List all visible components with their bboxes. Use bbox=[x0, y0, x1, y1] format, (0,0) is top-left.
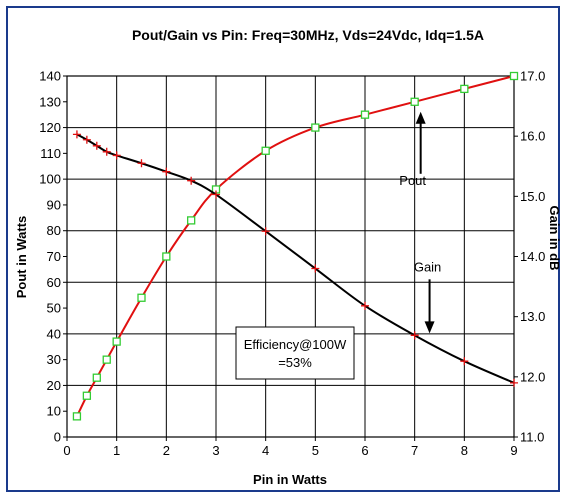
y-left-tick-label: 20 bbox=[47, 378, 61, 393]
x-tick-label: 4 bbox=[262, 443, 269, 458]
x-tick-label: 1 bbox=[113, 443, 120, 458]
gain-point bbox=[187, 176, 196, 185]
gain-point bbox=[137, 159, 146, 168]
pout-point bbox=[92, 373, 101, 382]
pout-point bbox=[311, 123, 320, 132]
gain-point bbox=[510, 378, 518, 387]
pout-point bbox=[360, 110, 370, 119]
y-left-tick-label: 110 bbox=[40, 146, 61, 161]
y-left-tick-label: 70 bbox=[47, 249, 61, 264]
efficiency-textbox-line-1: Efficiency@100W bbox=[244, 337, 347, 352]
y-left-tick-label: 10 bbox=[47, 404, 61, 419]
y-right-tick-label: 17.0 bbox=[520, 69, 545, 84]
y-left-tick-label: 120 bbox=[39, 120, 61, 135]
pout-point bbox=[509, 71, 519, 81]
x-tick-label: 5 bbox=[312, 443, 319, 458]
y-axis-label-left: Pout in Watts bbox=[14, 216, 29, 299]
y-left-tick-label: 80 bbox=[47, 223, 61, 238]
pout-point bbox=[261, 146, 270, 155]
y-left-tick-label: 40 bbox=[47, 326, 61, 341]
gain-annotation-label: Gain bbox=[414, 259, 441, 274]
gain-point bbox=[102, 147, 111, 156]
y-left-tick-label: 140 bbox=[39, 69, 61, 84]
pout-point bbox=[82, 391, 92, 400]
gain-point bbox=[460, 357, 469, 366]
pout-point bbox=[72, 412, 82, 421]
y-left-tick-label: 130 bbox=[39, 94, 61, 109]
gain-point bbox=[92, 141, 101, 150]
pout-point bbox=[162, 252, 171, 261]
gain-point bbox=[72, 130, 81, 139]
y-right-tick-label: 14.0 bbox=[520, 249, 545, 264]
gain-point bbox=[261, 227, 270, 236]
chart-title: Pout/Gain vs Pin: Freq=30MHz, Vds=24Vdc,… bbox=[132, 27, 484, 43]
pout-point bbox=[112, 337, 121, 346]
gain-point bbox=[311, 264, 320, 273]
annotations: Pout Gain bbox=[399, 111, 441, 334]
gain-point bbox=[112, 151, 121, 160]
y-left-tick-label: 0 bbox=[54, 430, 61, 445]
gain-point bbox=[361, 301, 369, 310]
pout-point bbox=[460, 84, 469, 94]
grid bbox=[67, 76, 514, 437]
pout-point bbox=[410, 97, 419, 106]
efficiency-textbox-border bbox=[235, 326, 355, 380]
pout-arrow-head bbox=[415, 111, 426, 124]
gain-arrow-head bbox=[424, 321, 435, 334]
plot-area-border bbox=[66, 75, 515, 438]
series bbox=[72, 71, 519, 421]
gain-point bbox=[212, 190, 220, 199]
pout-annotation-label: Pout bbox=[399, 173, 426, 188]
x-tick-label: 3 bbox=[212, 443, 219, 458]
x-axis-label: Pin in Watts bbox=[253, 472, 327, 487]
x-tick-label: 7 bbox=[411, 443, 418, 458]
y-right-tick-label: 11.0 bbox=[520, 430, 544, 445]
gain-point bbox=[82, 135, 91, 144]
gain-point bbox=[162, 167, 171, 176]
x-tick-label: 2 bbox=[163, 443, 170, 458]
pout-point bbox=[187, 216, 196, 225]
x-tick-label: 8 bbox=[461, 443, 468, 458]
pout-point bbox=[137, 293, 146, 302]
pout-series bbox=[72, 71, 519, 421]
axis-ticks: 0 1 2 3 4 5 6 7 8 9010203040506070809010011012013… bbox=[39, 69, 545, 459]
gain-point bbox=[410, 331, 419, 340]
x-tick-label: 6 bbox=[361, 443, 368, 458]
y-right-tick-label: 13.0 bbox=[520, 309, 545, 324]
pout-point bbox=[102, 355, 111, 364]
gain-series bbox=[72, 130, 518, 387]
y-left-tick-label: 30 bbox=[47, 352, 61, 367]
y-left-tick-label: 90 bbox=[47, 197, 61, 212]
y-left-tick-label: 100 bbox=[39, 172, 61, 187]
x-tick-label: 9 bbox=[510, 443, 517, 458]
y-left-tick-label: 60 bbox=[47, 275, 61, 290]
efficiency-textbox-line-2: =53% bbox=[278, 355, 312, 370]
efficiency-textbox: Efficiency@100W =53% bbox=[235, 326, 355, 380]
x-tick-label: 0 bbox=[63, 443, 70, 458]
y-axis-label-right: Gain in dB bbox=[547, 206, 562, 271]
y-right-tick-label: 16.0 bbox=[520, 129, 545, 144]
y-right-tick-label: 15.0 bbox=[520, 189, 545, 204]
y-left-tick-label: 50 bbox=[47, 301, 61, 316]
y-right-tick-label: 12.0 bbox=[520, 369, 545, 384]
